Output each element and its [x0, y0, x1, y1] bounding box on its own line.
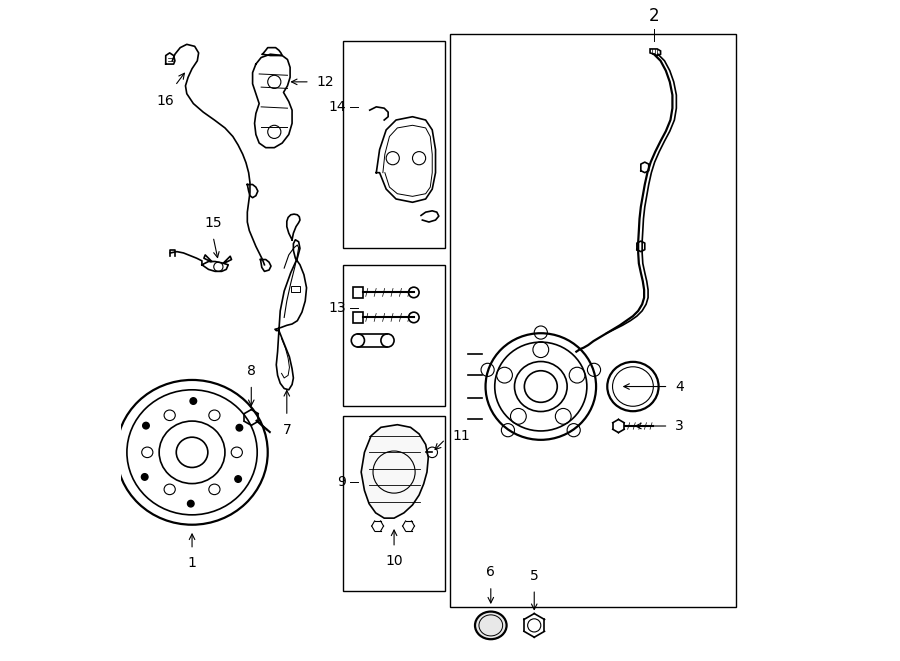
Text: 10: 10: [385, 555, 403, 568]
Text: 13: 13: [328, 301, 346, 315]
Circle shape: [143, 422, 149, 429]
Text: 8: 8: [247, 364, 256, 378]
Text: 5: 5: [530, 568, 538, 582]
Text: 3: 3: [675, 419, 684, 433]
Circle shape: [187, 500, 194, 507]
Text: 7: 7: [283, 423, 292, 437]
Polygon shape: [361, 424, 428, 518]
Bar: [291, 286, 300, 292]
Text: 6: 6: [486, 565, 495, 579]
Circle shape: [190, 398, 196, 405]
Bar: [344, 416, 446, 590]
Bar: [344, 265, 446, 407]
Text: 4: 4: [675, 379, 684, 393]
Text: 11: 11: [452, 429, 470, 443]
Polygon shape: [650, 49, 661, 56]
Text: 1: 1: [187, 557, 196, 570]
Circle shape: [236, 424, 243, 431]
Text: 9: 9: [338, 475, 346, 489]
Bar: [344, 41, 446, 249]
Circle shape: [235, 476, 241, 483]
Ellipse shape: [475, 611, 507, 639]
Bar: [353, 312, 363, 323]
Circle shape: [141, 474, 148, 481]
Bar: [450, 34, 736, 607]
Text: 16: 16: [157, 94, 175, 108]
Text: 12: 12: [317, 75, 334, 89]
Bar: [353, 287, 363, 297]
Text: 2: 2: [649, 7, 660, 24]
Text: 15: 15: [204, 216, 222, 230]
Text: 14: 14: [328, 100, 346, 114]
